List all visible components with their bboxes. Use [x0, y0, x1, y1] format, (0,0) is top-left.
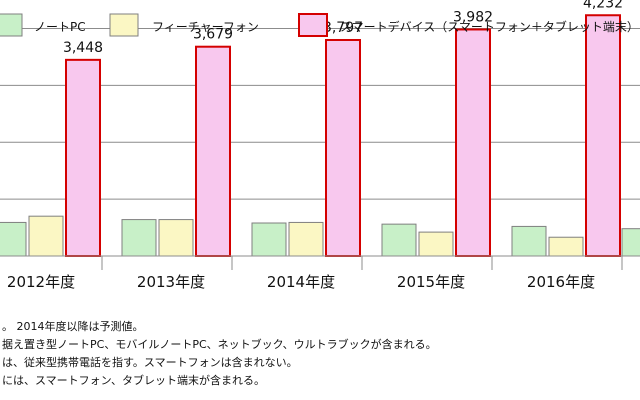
bar-smartdevice-3	[325, 38, 361, 257]
footnote-4: には、スマートフォン、タブレット端末が含まれる。	[2, 374, 266, 387]
bar-smartdevice-1	[65, 58, 101, 258]
legend: ノートPC フィーチャーフォン スマートデバイス（スマートフォン＋タブレット端末…	[0, 13, 639, 37]
bar-smartdevice-2	[195, 45, 231, 257]
x-tick-label-2: 2013年度	[137, 273, 205, 291]
footnote-1: 。 2014年度以降は予測値。	[2, 320, 144, 333]
data-label-5: 4,232	[583, 0, 623, 11]
bar-smartdevice-5	[585, 14, 621, 258]
bar-notepc-partial	[621, 228, 640, 257]
data-label-4: 3,982	[453, 9, 493, 25]
bar-notepc-2	[121, 219, 157, 257]
legend-swatch-smartdevice	[298, 13, 328, 37]
data-labels: 3,448 3,679 3,797 3,982 4,232	[63, 0, 623, 56]
legend-swatch-featurephone	[109, 13, 139, 37]
bar-featurephone-3	[288, 221, 324, 257]
bars	[0, 14, 640, 258]
bar-notepc-4	[381, 223, 417, 257]
bar-notepc-5	[511, 225, 547, 257]
bar-smartdevice-4	[455, 28, 491, 257]
bar-featurephone-5	[548, 236, 584, 257]
x-tick-label-5: 2016年度	[527, 273, 595, 291]
footnote-3: は、従来型携帯電話を指す。スマートフォンは含まれない。	[2, 356, 298, 369]
x-tick-label-4: 2015年度	[397, 273, 465, 291]
legend-label-smartdevice: スマートデバイス（スマートフォン＋タブレット端末）	[340, 19, 639, 34]
bar-featurephone-2	[158, 219, 194, 257]
x-tick-label-1: 2012年度	[7, 273, 75, 291]
footnotes: 。 2014年度以降は予測値。 据え置き型ノートPC、モバイルノートPC、ネット…	[0, 318, 640, 390]
data-label-2: 3,679	[193, 27, 233, 43]
x-axis: 2012年度 2013年度 2014年度 2015年度 2016年度	[0, 255, 640, 291]
legend-label-notepc: ノートPC	[34, 20, 86, 34]
bar-featurephone-1	[28, 215, 64, 257]
bar-featurephone-4	[418, 231, 454, 257]
bar-notepc-3	[251, 222, 287, 257]
footnote-2: 据え置き型ノートPC、モバイルノートPC、ネットブック、ウルトラブックが含まれる…	[2, 338, 437, 351]
bar-notepc-1	[0, 221, 27, 257]
x-tick-label-3: 2014年度	[267, 273, 335, 291]
data-label-1: 3,448	[63, 40, 103, 56]
legend-swatch-notepc	[0, 13, 23, 37]
data-label-3: 3,797	[323, 20, 363, 36]
legend-label-featurephone: フィーチャーフォン	[152, 20, 259, 34]
